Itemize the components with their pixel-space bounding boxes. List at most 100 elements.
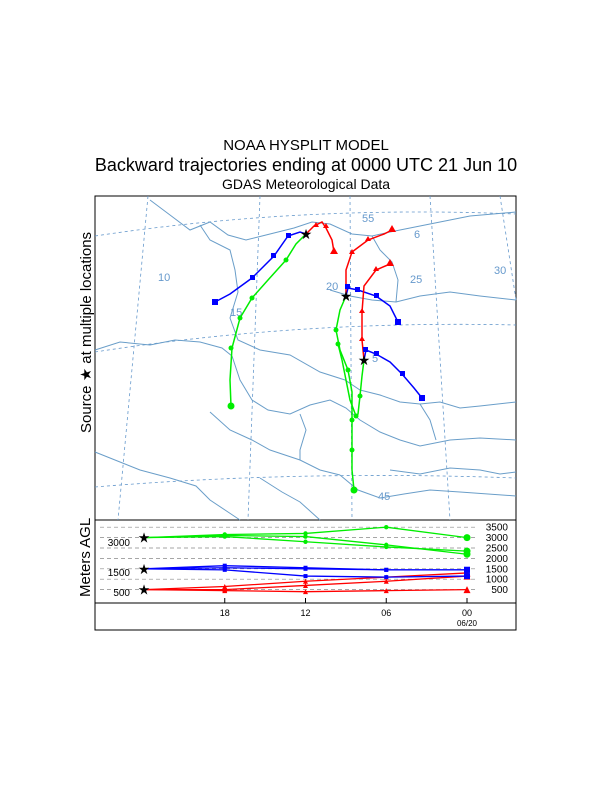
trajectory-marker [286, 233, 291, 238]
height-series: ★ ★ ★ [138, 525, 471, 598]
map-layer: 10 15 20 25 30 45 55 5 6 [94, 195, 517, 521]
source-star-icon: ★ [300, 226, 313, 242]
trajectory-marker [345, 284, 350, 289]
map-grid-labels: 10 15 20 25 30 45 55 5 6 [158, 213, 506, 503]
y-tick-left: 3000 [108, 538, 131, 549]
trajectory-marker [395, 319, 401, 325]
y-tick-right: 3500 [486, 523, 509, 534]
x-tick-label: 12 [300, 608, 310, 618]
height-series-marker [383, 578, 389, 584]
latitude-line [94, 211, 517, 237]
coastline [149, 199, 517, 241]
trajectory-marker [335, 341, 341, 347]
trajectory-3000-source-2 [335, 295, 355, 491]
x-tick-label: 00 [462, 608, 472, 618]
lat-label: 6 [414, 229, 420, 241]
height-start-star-icon: ★ [138, 582, 151, 598]
trajectory-marker [345, 367, 351, 373]
y-tick-left: 500 [113, 588, 130, 599]
height-series-marker [222, 533, 227, 538]
height-series-marker [222, 565, 227, 570]
height-labels: 3000 1500 500 35003000250020001500100050… [108, 523, 509, 599]
height-series-marker [464, 566, 470, 573]
chart-title-line1: NOAA HYSPLIT MODEL [223, 137, 389, 154]
height-series-marker [303, 534, 308, 539]
lon-label: 10 [158, 272, 170, 284]
border [209, 411, 341, 476]
y-tick-right: 2500 [486, 544, 509, 555]
x-date-label: 06/20 [457, 619, 478, 628]
trajectory-1500-source-1 [214, 231, 307, 303]
coastline [259, 477, 321, 521]
trajectory-marker [283, 257, 289, 263]
trajectory-marker [365, 236, 371, 241]
height-series-marker [222, 588, 228, 594]
height-series-marker [303, 566, 308, 571]
height-series-marker [222, 567, 227, 572]
height-series-marker [463, 586, 471, 594]
trajectory-marker [271, 253, 276, 258]
border [329, 289, 517, 303]
height-series-marker [463, 534, 471, 542]
lat-label: 55 [362, 213, 374, 225]
lat-lon-grid [94, 195, 517, 521]
trajectory-marker [386, 259, 394, 266]
y-tick-right: 1000 [486, 575, 509, 586]
height-series-marker [303, 589, 308, 595]
trajectory-marker [249, 295, 255, 301]
height-series-marker [303, 582, 308, 588]
height-series-marker [384, 525, 389, 530]
trajectory-marker [357, 393, 363, 399]
trajectory-marker [313, 222, 319, 227]
source-stars: ★ ★ ★ [300, 226, 371, 368]
y-tick-right: 500 [491, 585, 508, 596]
height-series-marker [384, 567, 389, 572]
longitude-line [117, 195, 149, 521]
trajectory-marker [355, 287, 360, 292]
border [371, 235, 399, 303]
source-axis-label: Source ★ at multiple locations [78, 231, 95, 433]
trajectory-marker [237, 315, 243, 321]
chart-title-line3: GDAS Meteorological Data [221, 176, 391, 192]
height-start-star-icon: ★ [138, 561, 151, 577]
chart-title-line2: Backward trajectories ending at 0000 UTC… [94, 155, 518, 175]
trajectory-marker [419, 395, 425, 401]
border [231, 355, 517, 447]
height-series-marker [384, 542, 389, 548]
trajectory-marker [359, 308, 365, 313]
trajectory-marker [349, 447, 355, 453]
trajectory-marker [250, 275, 255, 280]
trajectory-1500-source-2 [345, 287, 399, 323]
trajectory-marker [388, 225, 396, 232]
lon-label: 30 [494, 265, 506, 277]
latitude-line [94, 475, 517, 488]
coastline [94, 451, 241, 521]
lon-label: 25 [410, 274, 422, 286]
height-series-marker [463, 550, 471, 558]
height-panel-frame [94, 519, 517, 631]
trajectory-500-source-2 [345, 229, 393, 296]
x-tick-label: 18 [220, 608, 230, 618]
trajectory-marker [359, 336, 365, 341]
height-series-marker [383, 588, 389, 594]
trajectory-marker [349, 417, 355, 423]
map-boundaries [94, 199, 517, 521]
trajectory-marker [400, 371, 405, 376]
y-tick-right: 1500 [486, 564, 509, 575]
border [339, 474, 517, 499]
trajectory-markers [212, 222, 425, 494]
source-star-icon: ★ [340, 288, 353, 304]
trajectory-marker [350, 486, 358, 494]
trajectory-marker [353, 413, 359, 419]
height-series-marker [303, 539, 308, 544]
trajectory-marker [323, 223, 329, 228]
height-series-marker [303, 578, 308, 584]
lat-label: 5 [372, 353, 378, 365]
trajectory-marker [373, 266, 379, 271]
trajectory-marker [212, 299, 218, 305]
y-tick-right: 2000 [486, 554, 509, 565]
height-series-marker [303, 531, 308, 536]
height-start-star-icon: ★ [138, 530, 151, 546]
